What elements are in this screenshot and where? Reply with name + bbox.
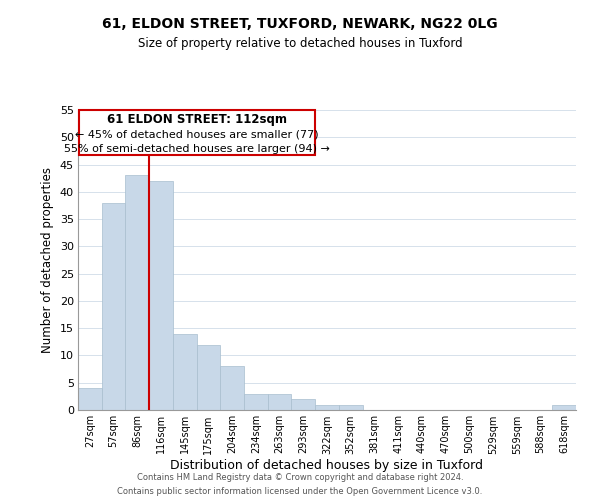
Bar	[292, 399, 315, 410]
Bar	[125, 176, 149, 410]
Y-axis label: Number of detached properties: Number of detached properties	[41, 167, 54, 353]
Bar	[78, 388, 102, 410]
Text: 61, ELDON STREET, TUXFORD, NEWARK, NG22 0LG: 61, ELDON STREET, TUXFORD, NEWARK, NG22 …	[102, 18, 498, 32]
Bar	[197, 344, 220, 410]
Text: Contains public sector information licensed under the Open Government Licence v3: Contains public sector information licen…	[118, 486, 482, 496]
X-axis label: Distribution of detached houses by size in Tuxford: Distribution of detached houses by size …	[170, 459, 484, 472]
Bar	[268, 394, 292, 410]
Bar	[102, 202, 125, 410]
Text: Contains HM Land Registry data © Crown copyright and database right 2024.: Contains HM Land Registry data © Crown c…	[137, 473, 463, 482]
Text: 61 ELDON STREET: 112sqm: 61 ELDON STREET: 112sqm	[107, 114, 287, 126]
Bar	[244, 394, 268, 410]
FancyBboxPatch shape	[79, 110, 315, 154]
Bar	[315, 404, 339, 410]
Text: ← 45% of detached houses are smaller (77): ← 45% of detached houses are smaller (77…	[76, 130, 319, 140]
Bar	[220, 366, 244, 410]
Text: Size of property relative to detached houses in Tuxford: Size of property relative to detached ho…	[137, 38, 463, 51]
Bar	[173, 334, 197, 410]
Bar	[552, 404, 576, 410]
Bar	[149, 181, 173, 410]
Bar	[339, 404, 362, 410]
Text: 55% of semi-detached houses are larger (94) →: 55% of semi-detached houses are larger (…	[64, 144, 330, 154]
